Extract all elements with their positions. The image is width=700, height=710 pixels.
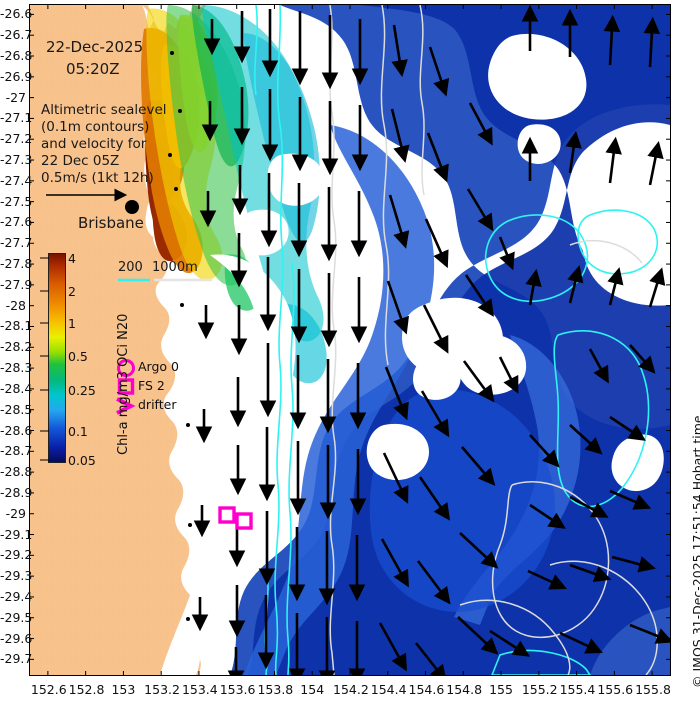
y-tick-label-26: -29.2 <box>0 547 33 563</box>
y-tick-label-0: -26.6 <box>0 6 33 22</box>
y-tick-label-7: -27.3 <box>0 152 33 168</box>
colorbar-tick-2: 2 <box>68 284 76 299</box>
y-tick-label-9: -27.5 <box>0 193 33 209</box>
title-time: 05:20Z <box>66 60 120 78</box>
annotation-line-4: 0.5m/s (1kt 12h) <box>41 170 154 186</box>
scalebar-label-200: 200 <box>118 260 143 275</box>
x-tick-label-11: 154.8 <box>446 682 483 697</box>
y-tick-label-13: -27.9 <box>0 276 33 292</box>
sample-point-dots <box>168 51 192 621</box>
x-tick-label-16: 155.8 <box>635 682 671 697</box>
y-tick-label-10: -27.6 <box>0 214 33 230</box>
scalebar-lines <box>118 278 212 282</box>
y-tick-label-12: -27.8 <box>0 256 33 272</box>
x-tick-label-15: 155.6 <box>597 682 634 697</box>
map-canvas <box>30 5 670 675</box>
fs-marker-1 <box>218 506 236 524</box>
fs-marker-2 <box>235 512 253 530</box>
y-tick-label-2: -26.8 <box>0 48 33 63</box>
y-tick-label-24: -29 <box>5 505 26 521</box>
circle-marker-icon <box>117 359 135 377</box>
y-tick-label-16: -28.2 <box>0 339 33 355</box>
legend-label-drifter: drifter <box>138 397 177 412</box>
annotation-line-1: (0.1m contours) <box>41 119 150 135</box>
x-tick-label-1: 152.8 <box>68 682 105 697</box>
y-tick-label-11: -27.7 <box>0 235 33 251</box>
map-layers <box>30 5 670 675</box>
y-tick-label-22: -28.8 <box>0 464 33 480</box>
y-tick-label-29: -29.5 <box>0 609 33 625</box>
y-tick-label-1: -26.7 <box>0 27 33 43</box>
reference-vector-arrow <box>46 188 128 202</box>
colorbar-tick-005: 0.05 <box>68 453 96 468</box>
chl-blue-ribbon-2 <box>454 335 581 625</box>
x-tick-label-5: 153.6 <box>219 682 256 697</box>
annotation-line-2: and velocity for <box>41 136 147 152</box>
y-tick-label-18: -28.4 <box>0 380 33 396</box>
x-tick-label-2: 153 <box>111 682 136 697</box>
y-tick-label-5: -27.1 <box>0 110 33 126</box>
x-tick-label-4: 153.4 <box>181 682 218 697</box>
map-plot-area[interactable]: 22-Dec-2025 05:20Z Altimetric sealevel (… <box>29 4 671 676</box>
y-tick-label-15: -28.1 <box>0 318 33 334</box>
scalebar-label-1000m: 1000m <box>152 260 198 275</box>
brisbane-city-dot <box>125 200 139 214</box>
colorbar-tick-05: 0.5 <box>68 349 88 364</box>
y-tick-label-25: -29.1 <box>0 526 33 542</box>
colorbar-ticks <box>40 257 49 461</box>
title-date: 22-Dec-2025 <box>46 38 144 56</box>
y-tick-label-14: -28 <box>5 297 26 313</box>
colorbar-tick-01: 0.1 <box>68 424 88 439</box>
y-tick-label-21: -28.7 <box>0 443 33 459</box>
x-tick-label-10: 154.6 <box>408 682 445 697</box>
shelf-white-band <box>160 254 296 675</box>
x-tick-label-14: 155.4 <box>559 682 596 697</box>
y-tick-label-28: -29.4 <box>0 588 33 604</box>
velocity-vectors <box>191 5 670 675</box>
colorbar-gradient <box>48 253 66 463</box>
colorbar-tick-1: 1 <box>68 316 76 331</box>
fs-station-markers[interactable] <box>216 503 280 539</box>
y-tick-label-27: -29.3 <box>0 568 33 584</box>
x-tick-label-8: 154.2 <box>333 682 369 697</box>
x-tick-label-12: 155 <box>489 682 513 697</box>
y-tick-label-31: -29.7 <box>0 651 33 667</box>
x-tick-label-0: 152.6 <box>30 682 67 697</box>
x-tick-label-13: 155.2 <box>521 682 558 697</box>
chl-blue-ribbon-1 <box>244 125 435 675</box>
y-tick-label-23: -28.9 <box>0 484 33 500</box>
x-tick-label-3: 153.2 <box>144 682 180 697</box>
colorbar-tick-4: 4 <box>68 251 76 266</box>
annotation-line-3: 22 Dec 05Z <box>41 153 120 169</box>
chevron-marker-icon <box>116 397 136 415</box>
square-marker-icon <box>117 378 135 395</box>
annotation-line-0: Altimetric sealevel <box>41 102 167 118</box>
x-tick-label-6: 153.8 <box>257 682 294 697</box>
y-tick-label-17: -28.3 <box>0 360 33 376</box>
y-tick-label-3: -26.9 <box>0 68 33 84</box>
y-tick-label-6: -27.2 <box>0 131 33 147</box>
y-tick-label-20: -28.6 <box>0 422 33 438</box>
brisbane-label: Brisbane <box>78 214 144 232</box>
colorbar-tick-025: 0.25 <box>68 383 96 398</box>
y-tick-label-4: -27 <box>5 89 26 105</box>
mainland-coast <box>30 5 201 675</box>
x-tick-label-7: 154 <box>300 682 325 697</box>
legend-label-fs: FS 2 <box>138 378 165 393</box>
x-tick-label-9: 154.4 <box>370 682 407 697</box>
legend-label-argo: Argo 0 <box>138 359 179 374</box>
y-tick-label-8: -27.4 <box>0 172 33 188</box>
y-tick-label-19: -28.5 <box>0 401 33 417</box>
legend-marker-symbols <box>116 359 136 415</box>
y-tick-label-30: -29.6 <box>0 630 33 646</box>
